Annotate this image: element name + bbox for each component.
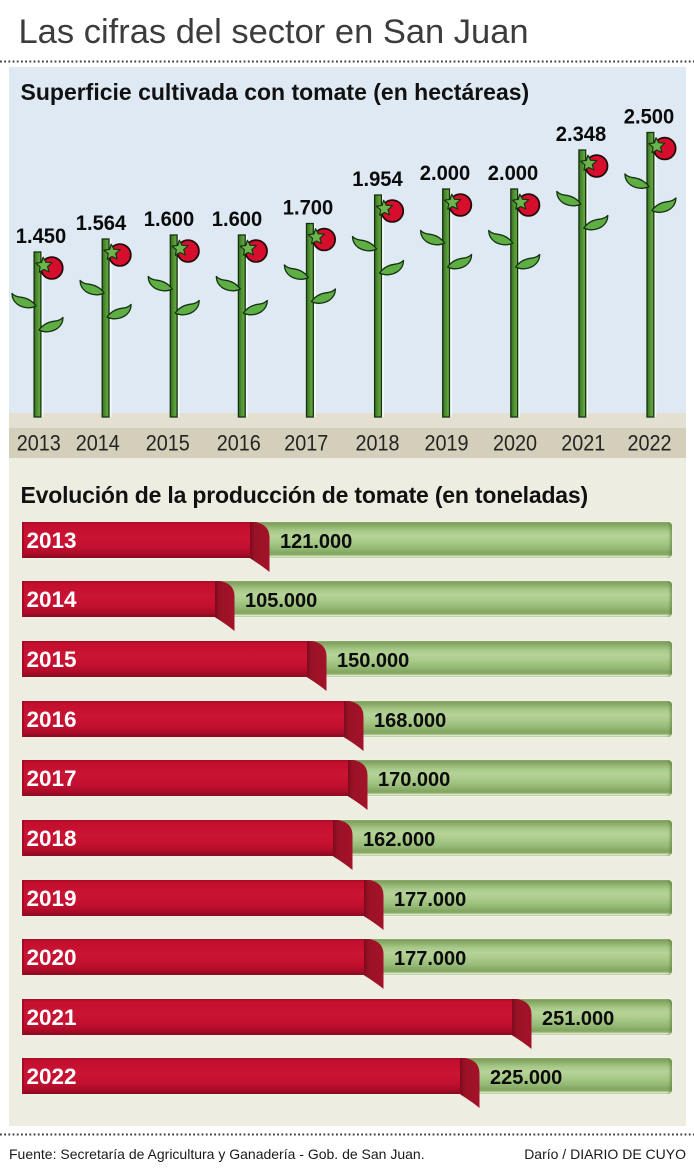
svg-text:2014: 2014 [76,432,120,456]
svg-text:1.600: 1.600 [144,208,194,231]
svg-text:1.564: 1.564 [76,212,127,235]
svg-text:2021: 2021 [561,432,605,456]
svg-text:2.000: 2.000 [420,162,470,185]
svg-text:2013: 2013 [17,432,61,456]
svg-text:2.500: 2.500 [624,105,674,128]
svg-text:2018: 2018 [355,432,399,456]
svg-text:1.700: 1.700 [283,196,333,219]
svg-text:1.954: 1.954 [352,168,403,191]
svg-text:2.000: 2.000 [488,162,538,185]
svg-text:2016: 2016 [217,432,261,456]
svg-text:2017: 2017 [284,432,328,456]
svg-text:2020: 2020 [493,432,537,456]
svg-text:2022: 2022 [627,432,671,456]
svg-text:1.600: 1.600 [212,208,262,231]
svg-text:2.348: 2.348 [556,123,606,146]
svg-text:1.450: 1.450 [16,225,66,248]
svg-text:2015: 2015 [146,432,190,456]
svg-text:2019: 2019 [424,432,468,456]
